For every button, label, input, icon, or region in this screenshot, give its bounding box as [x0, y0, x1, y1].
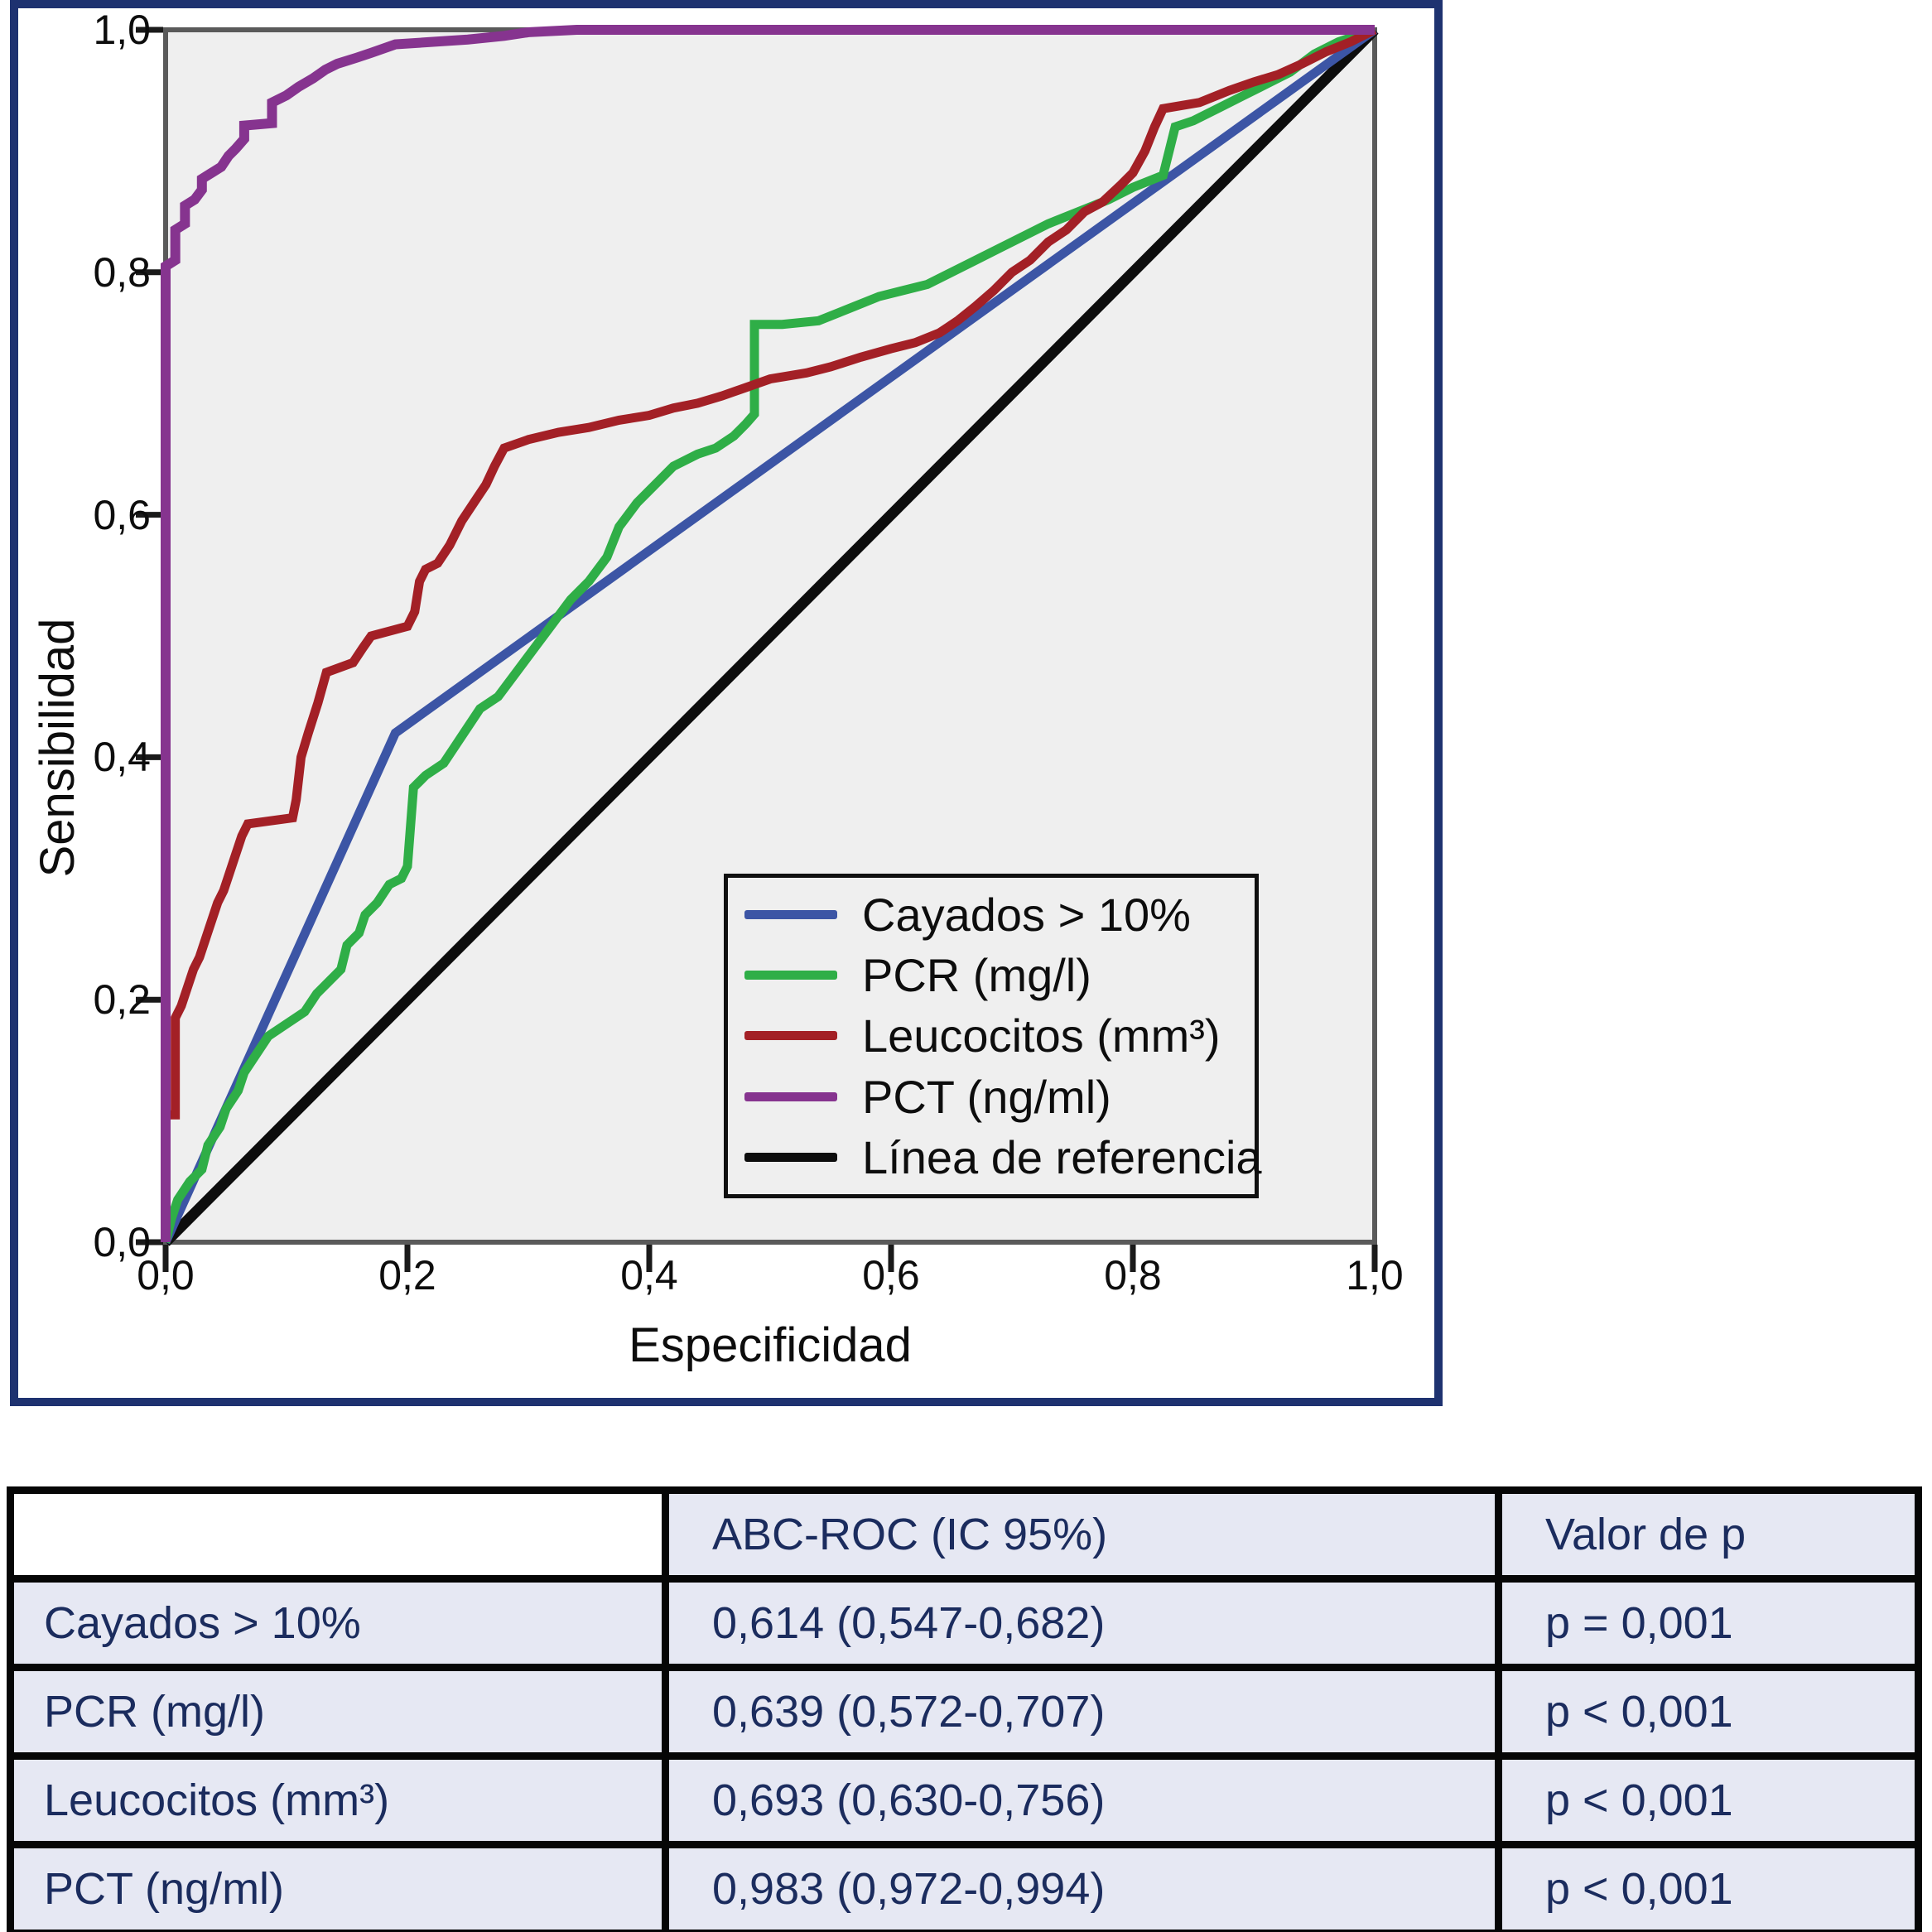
table-header-abc-roc: ABC-ROC (IC 95%)	[662, 1486, 1502, 1583]
auc-table-header-row: ABC-ROC (IC 95%) Valor de p	[7, 1486, 1922, 1583]
x-tick-label-0,6: 0,6	[862, 1252, 920, 1298]
legend-item-referencia: Línea de referencia	[728, 1130, 1262, 1184]
x-tick-label-1,0: 1,0	[1346, 1252, 1404, 1298]
legend-label-referencia: Línea de referencia	[862, 1130, 1262, 1183]
y-tick-label-0,8: 0,8	[93, 248, 151, 296]
chart-legend: Cayados > 10% PCR (mg/l) Leucocitos (mm³) P…	[724, 874, 1262, 1198]
p-value: p < 0,001	[1495, 1664, 1922, 1760]
legend-swatch-referencia-icon	[744, 1152, 837, 1162]
legend-item-pct: PCT (ng/ml)	[728, 1070, 1255, 1124]
y-tick-label-1,0: 1,0	[93, 7, 151, 53]
x-tick-label-0,4: 0,4	[620, 1252, 678, 1298]
table-corner-cell	[7, 1486, 669, 1583]
legend-label-leucocitos: Leucocitos (mm³)	[862, 1009, 1221, 1062]
x-axis-title: Especificidad	[629, 1318, 912, 1372]
row-label: PCR (mg/l)	[7, 1664, 669, 1760]
table-header-valor-de-p: Valor de p	[1495, 1486, 1922, 1583]
y-tick-label-0,0: 0,0	[93, 1219, 151, 1265]
y-tick-label-0,6: 0,6	[93, 491, 151, 538]
row-label: Cayados > 10%	[7, 1575, 669, 1671]
y-tick-label-0,2: 0,2	[93, 976, 151, 1024]
auc-ci-value: 0,693 (0,630-0,756)	[662, 1752, 1502, 1848]
auc-ci-value: 0,639 (0,572-0,707)	[662, 1664, 1502, 1760]
y-tick-label-0,4: 0,4	[93, 734, 151, 781]
auc-table-row-4: PCT (ng/ml) 0,983 (0,972-0,994) p < 0,001	[7, 1841, 1922, 1932]
legend-label-pcr: PCR (mg/l)	[862, 949, 1091, 1002]
x-tick-label-0,2: 0,2	[378, 1252, 436, 1298]
auc-table-row-1: Cayados > 10% 0,614 (0,547-0,682) p = 0,00…	[7, 1575, 1922, 1671]
legend-item-leucocitos: Leucocitos (mm³)	[728, 1009, 1255, 1062]
auc-ci-value: 0,983 (0,972-0,994)	[662, 1841, 1502, 1932]
x-tick-label-0,8: 0,8	[1104, 1252, 1162, 1298]
roc-chart	[136, 25, 1379, 1272]
row-label: Leucocitos (mm³)	[7, 1752, 669, 1848]
p-value: p < 0,001	[1495, 1841, 1922, 1932]
auc-ci-value: 0,614 (0,547-0,682)	[662, 1575, 1502, 1671]
series-line-pct	[161, 25, 1375, 1242]
legend-label-cayados: Cayados > 10%	[862, 889, 1191, 942]
auc-table-row-2: PCR (mg/l) 0,639 (0,572-0,707) p < 0,001	[7, 1664, 1922, 1760]
series-line-leucocitos	[161, 26, 1377, 1242]
legend-label-pct: PCT (ng/ml)	[862, 1070, 1111, 1123]
legend-item-cayados: Cayados > 10%	[728, 888, 1255, 942]
series-line-referencia	[161, 26, 1379, 1246]
row-label: PCT (ng/ml)	[7, 1841, 669, 1932]
p-value: p < 0,001	[1495, 1752, 1922, 1848]
legend-swatch-cayados-icon	[744, 910, 837, 920]
y-axis-title: Sensibilidad	[31, 618, 84, 878]
legend-swatch-leucocitos-icon	[744, 1031, 837, 1041]
legend-swatch-pct-icon	[744, 1091, 837, 1101]
auc-table-row-3: Leucocitos (mm³) 0,693 (0,630-0,756) p < 0…	[7, 1752, 1922, 1848]
x-tick-label-0,0: 0,0	[137, 1252, 195, 1298]
auc-table: ABC-ROC (IC 95%) Valor de p Cayados > 10…	[7, 1486, 1922, 1932]
p-value: p = 0,001	[1495, 1575, 1922, 1671]
legend-swatch-pcr-icon	[744, 971, 837, 980]
legend-item-pcr: PCR (mg/l)	[728, 948, 1255, 1002]
